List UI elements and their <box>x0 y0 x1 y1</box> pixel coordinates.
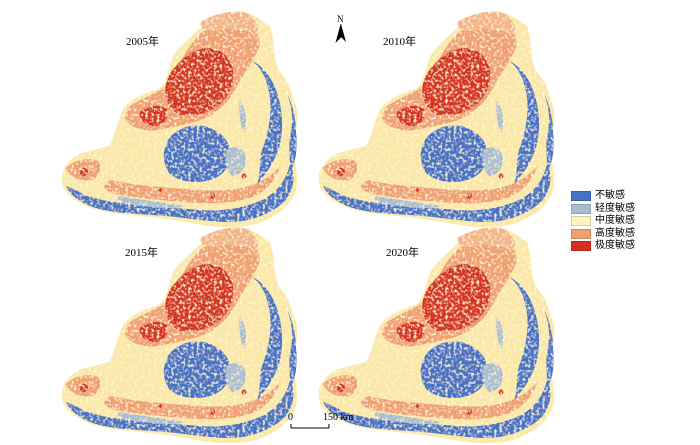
legend-label: 高度敏感 <box>595 227 635 239</box>
legend-item: 高度敏感 <box>571 228 635 241</box>
legend-label: 不敏感 <box>595 190 625 202</box>
scale-start: 0 <box>288 412 293 423</box>
panel-title-2005: 2005年 <box>126 36 159 48</box>
legend-swatch <box>571 228 591 239</box>
scale-bar: 0 150 km <box>283 412 363 436</box>
scale-end: 150 km <box>323 412 354 423</box>
legend-label: 极度敏感 <box>595 240 635 252</box>
panel-title-2020: 2020年 <box>386 247 419 259</box>
legend-swatch <box>571 216 591 227</box>
legend-item: 极度敏感 <box>571 240 635 253</box>
legend-label: 轻度敏感 <box>595 202 635 214</box>
legend-label: 中度敏感 <box>595 215 635 227</box>
legend-item: 不敏感 <box>571 190 635 203</box>
legend-swatch <box>571 203 591 214</box>
panel-title-2010: 2010年 <box>383 36 416 48</box>
legend-item: 中度敏感 <box>571 215 635 228</box>
legend-swatch <box>571 191 591 202</box>
legend-swatch <box>571 241 591 252</box>
north-label: N <box>337 14 344 24</box>
legend-item: 轻度敏感 <box>571 203 635 216</box>
north-arrow-icon <box>335 23 346 44</box>
panel-title-2015: 2015年 <box>125 247 158 259</box>
legend: 不敏感 轻度敏感 中度敏感 高度敏感 极度敏感 <box>571 190 635 253</box>
